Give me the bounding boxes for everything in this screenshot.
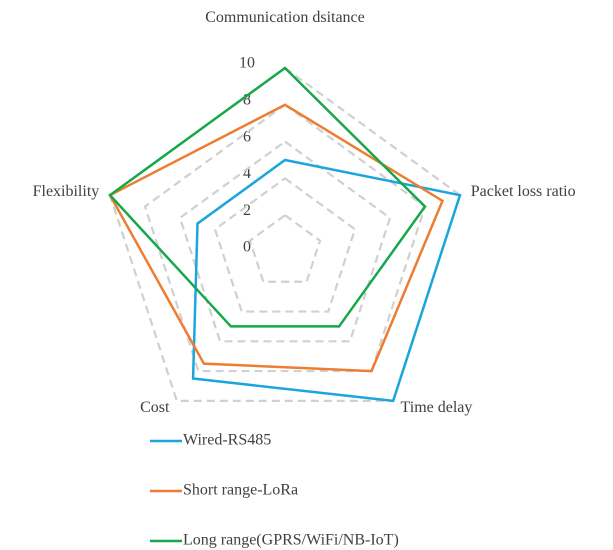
y-tick-label: 4: [243, 165, 251, 182]
y-tick-label: 6: [243, 128, 251, 145]
axis-label: Flexibility: [32, 183, 100, 201]
axis-label: Communication dsitance: [205, 9, 365, 26]
grid-line: [213, 177, 357, 313]
grid-line: [178, 140, 392, 343]
legend-label: Long range(GPRS/WiFi/NB-IoT): [183, 532, 399, 549]
axis-label: Time delay: [400, 399, 473, 417]
legend-label: Wired-RS485: [183, 432, 271, 449]
y-tick-label: 0: [243, 239, 251, 256]
grid-line: [108, 66, 462, 402]
grid-line: [143, 103, 427, 373]
y-tick-label: 2: [243, 202, 251, 219]
axis-label: Packet loss ratio: [470, 183, 576, 201]
axis-label: Cost: [140, 399, 170, 417]
y-tick-label: 8: [243, 91, 251, 108]
series-line: [108, 103, 445, 373]
grid-line: [248, 213, 322, 283]
series-line: [191, 158, 462, 403]
series-line: [108, 66, 427, 328]
y-tick-label: 10: [239, 55, 255, 72]
legend-label: Short range-LoRa: [183, 482, 298, 499]
